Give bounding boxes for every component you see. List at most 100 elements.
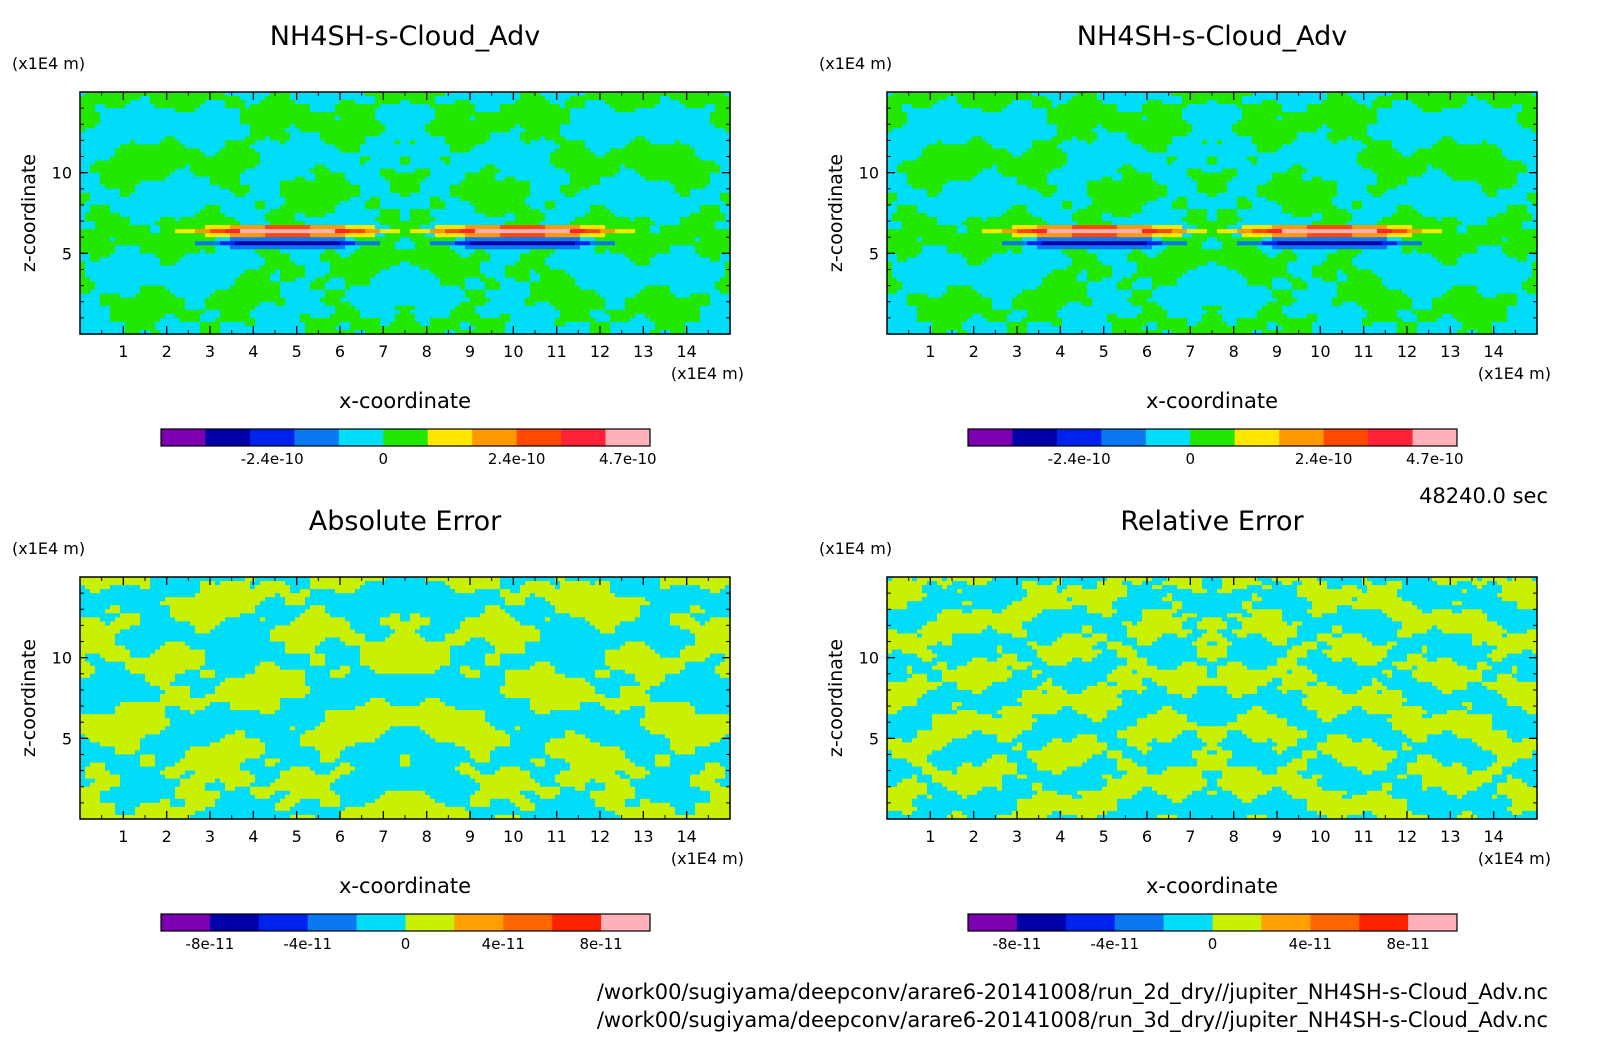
- colorbar-label: -4e-11: [1090, 935, 1139, 953]
- x-tick-label: 4: [1055, 342, 1065, 361]
- x-tick-label: 8: [422, 827, 432, 846]
- x-axis-label: x-coordinate: [1146, 874, 1278, 898]
- colorbar-swatch: [1408, 914, 1457, 931]
- colorbar-label: 4.7e-10: [1406, 450, 1464, 468]
- colorbar-swatch: [308, 914, 357, 931]
- chart-panel-4: Relative Error(x1E4 m)1 2 3 4 5 6 7 8 9 10 11 12 13 1…: [819, 506, 1551, 953]
- colorbar-swatch: [1324, 429, 1369, 446]
- colorbar-label: 4e-11: [482, 935, 525, 953]
- chart-panel-2: NH4SH-s-Cloud_Adv(x1E4 m)1 2 3 4 5 6 7 8 9 10 11 12…: [819, 21, 1551, 468]
- x-tick-label: 6: [335, 342, 345, 361]
- colorbar-label: 8e-11: [1386, 935, 1429, 953]
- x-tick-label: 6: [335, 827, 345, 846]
- colorbar-swatch: [210, 914, 259, 931]
- chart-title: NH4SH-s-Cloud_Adv: [1077, 21, 1347, 52]
- x-tick-label: 1: [925, 342, 935, 361]
- y-tick-label: 5: [62, 729, 72, 748]
- x-tick-label: 8: [1229, 342, 1239, 361]
- colorbar-swatch: [1164, 914, 1213, 931]
- colorbar-label: -2.4e-10: [241, 450, 304, 468]
- colorbar-label: 4.7e-10: [599, 450, 657, 468]
- colorbar-swatch: [161, 429, 206, 446]
- colorbar-swatch: [1413, 429, 1458, 446]
- x-tick-label: 13: [1440, 342, 1460, 361]
- x-tick-label: 14: [1483, 342, 1503, 361]
- colorbar-label: 0: [378, 450, 388, 468]
- x-tick-label: 12: [1397, 827, 1417, 846]
- colorbar-swatch: [250, 429, 295, 446]
- y-tick-label: 10: [52, 164, 72, 183]
- chart-title: Absolute Error: [309, 506, 502, 537]
- colorbar-swatch: [601, 914, 650, 931]
- x-tick-label: 10: [503, 342, 523, 361]
- x-unit-label: (x1E4 m): [1478, 364, 1551, 383]
- colorbar-swatch: [968, 914, 1017, 931]
- y-unit-label: (x1E4 m): [819, 54, 892, 73]
- colorbar-label: 2.4e-10: [1295, 450, 1353, 468]
- colorbar-label: -8e-11: [993, 935, 1042, 953]
- x-tick-label: 11: [546, 342, 566, 361]
- y-tick-label: 10: [859, 649, 879, 668]
- y-unit-label: (x1E4 m): [12, 539, 85, 558]
- x-tick-label: 7: [1185, 827, 1195, 846]
- x-tick-label: 4: [248, 342, 258, 361]
- x-tick-label: 7: [1185, 342, 1195, 361]
- colorbar-swatch: [339, 429, 384, 446]
- heatmap-field: [80, 577, 731, 820]
- x-tick-label: 1: [925, 827, 935, 846]
- x-unit-label: (x1E4 m): [671, 849, 744, 868]
- colorbar-swatch: [1115, 914, 1164, 931]
- x-tick-label: 4: [248, 827, 258, 846]
- colorbar-label: 8e-11: [579, 935, 622, 953]
- y-axis-label: z-coordinate: [825, 154, 847, 272]
- panels: NH4SH-s-Cloud_Adv(x1E4 m)1 2 3 4 5 6 7 8 9 10 11 12…: [12, 21, 1551, 953]
- x-tick-label: 12: [1397, 342, 1417, 361]
- colorbar-swatch: [1213, 914, 1262, 931]
- x-unit-label: (x1E4 m): [671, 364, 744, 383]
- colorbar-swatch: [357, 914, 406, 931]
- chart-panel-3: Absolute Error(x1E4 m)1 2 3 4 5 6 7 8 9 10 11 12 13 1…: [12, 506, 744, 953]
- x-tick-label: 2: [969, 342, 979, 361]
- x-tick-label: 13: [633, 342, 653, 361]
- y-tick-label: 5: [869, 729, 879, 748]
- x-tick-label: 13: [1440, 827, 1460, 846]
- x-tick-label: 9: [1272, 827, 1282, 846]
- x-tick-label: 2: [969, 827, 979, 846]
- colorbar-swatch: [1146, 429, 1191, 446]
- chart-title: Relative Error: [1120, 506, 1304, 537]
- y-unit-label: (x1E4 m): [12, 54, 85, 73]
- x-tick-label: 11: [1353, 827, 1373, 846]
- colorbar-swatch: [561, 429, 606, 446]
- x-tick-label: 6: [1142, 827, 1152, 846]
- colorbar-label: -8e-11: [186, 935, 235, 953]
- colorbar-swatch: [1279, 429, 1324, 446]
- colorbar-swatch: [454, 914, 503, 931]
- colorbar-swatch: [1359, 914, 1408, 931]
- x-tick-label: 11: [1353, 342, 1373, 361]
- colorbar-swatch: [552, 914, 601, 931]
- colorbar-swatch: [1101, 429, 1146, 446]
- x-tick-label: 2: [162, 342, 172, 361]
- colorbar-swatch: [1066, 914, 1115, 931]
- x-tick-label: 9: [465, 342, 475, 361]
- colorbar-label: 0: [1185, 450, 1195, 468]
- colorbar: -8e-11 -4e-11 0 4e-11 8e-11: [161, 914, 650, 953]
- colorbar-swatch: [1057, 429, 1102, 446]
- colorbar-swatch: [1190, 429, 1235, 446]
- colorbar-swatch: [517, 429, 562, 446]
- x-tick-label: 2: [162, 827, 172, 846]
- x-tick-label: 10: [1310, 827, 1330, 846]
- colorbar-swatch: [1310, 914, 1359, 931]
- x-axis-label: x-coordinate: [339, 389, 471, 413]
- x-tick-label: 10: [1310, 342, 1330, 361]
- y-axis-label: z-coordinate: [825, 639, 847, 757]
- colorbar-swatch: [205, 429, 250, 446]
- x-tick-label: 12: [590, 342, 610, 361]
- colorbar-label: 0: [401, 935, 411, 953]
- heatmap-field: [80, 92, 731, 335]
- chart-title: NH4SH-s-Cloud_Adv: [270, 21, 540, 52]
- x-tick-label: 9: [1272, 342, 1282, 361]
- x-axis-label: x-coordinate: [339, 874, 471, 898]
- x-tick-label: 12: [590, 827, 610, 846]
